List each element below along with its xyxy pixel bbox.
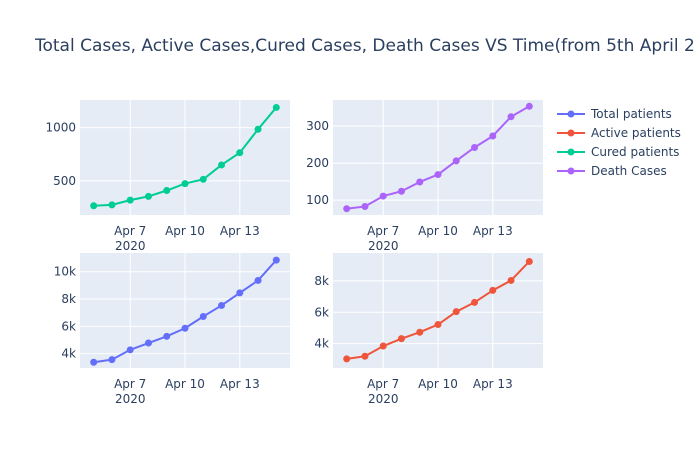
x-tick-year-label: 2020 xyxy=(368,392,399,406)
data-point xyxy=(126,196,134,204)
legend: Total patients Active patients Cured patie… xyxy=(557,107,681,178)
data-point xyxy=(434,321,442,329)
legend-marker-swatch xyxy=(567,129,575,137)
data-point xyxy=(272,256,280,264)
y-tick-label: 4k xyxy=(314,337,329,351)
y-tick-label: 4k xyxy=(61,347,76,361)
legend-label: Total patients xyxy=(590,107,672,121)
data-point xyxy=(343,205,351,213)
data-point xyxy=(489,132,497,140)
legend-item: Active patients xyxy=(557,126,681,140)
data-point xyxy=(361,352,369,360)
y-tick-label: 6k xyxy=(314,305,329,319)
x-tick-label: Apr 7 xyxy=(114,377,146,391)
y-tick-label: 1000 xyxy=(45,121,76,135)
x-tick-label: Apr 10 xyxy=(418,224,458,238)
data-point xyxy=(108,356,116,364)
data-point xyxy=(181,180,189,188)
data-point xyxy=(144,339,152,347)
data-point xyxy=(525,102,533,110)
legend-label: Cured patients xyxy=(591,145,679,159)
data-point xyxy=(343,355,351,363)
data-point xyxy=(471,298,479,306)
data-point xyxy=(144,192,152,200)
legend-label: Active patients xyxy=(591,126,681,140)
legend-item: Death Cases xyxy=(557,164,667,178)
legend-marker-swatch xyxy=(567,148,575,156)
x-tick-year-label: 2020 xyxy=(115,392,146,406)
data-point xyxy=(199,313,207,321)
legend-marker-swatch xyxy=(567,110,575,118)
data-point xyxy=(379,192,387,200)
x-tick-year-label: 2020 xyxy=(115,239,146,253)
x-tick-label: Apr 10 xyxy=(165,377,205,391)
data-point xyxy=(181,324,189,332)
data-point xyxy=(272,103,280,111)
data-point xyxy=(90,358,98,366)
y-tick-label: 10k xyxy=(54,265,76,279)
x-tick-label: Apr 7 xyxy=(367,224,399,238)
chart-title: Total Cases, Active Cases,Cured Cases, D… xyxy=(34,36,695,56)
x-tick-label: Apr 10 xyxy=(418,377,458,391)
data-point xyxy=(163,187,171,195)
data-point xyxy=(218,301,226,309)
legend-marker-swatch xyxy=(567,167,575,175)
data-point xyxy=(397,187,405,195)
data-point xyxy=(199,175,207,183)
data-point xyxy=(471,143,479,151)
data-point xyxy=(218,161,226,169)
x-tick-label: Apr 7 xyxy=(114,224,146,238)
y-tick-label: 500 xyxy=(53,174,76,188)
data-point xyxy=(507,276,515,284)
data-point xyxy=(361,202,369,210)
data-point xyxy=(379,342,387,350)
data-point xyxy=(416,328,424,336)
data-point xyxy=(90,202,98,210)
data-point xyxy=(108,201,116,209)
data-point xyxy=(434,171,442,179)
data-point xyxy=(525,257,533,265)
data-point xyxy=(507,113,515,121)
y-tick-label: 200 xyxy=(306,156,329,170)
y-tick-label: 8k xyxy=(61,292,76,306)
x-tick-label: Apr 13 xyxy=(473,377,513,391)
data-point xyxy=(397,335,405,343)
legend-item: Cured patients xyxy=(557,145,679,159)
legend-item: Total patients xyxy=(557,107,672,121)
x-tick-label: Apr 13 xyxy=(473,224,513,238)
legend-label: Death Cases xyxy=(591,164,667,178)
data-point xyxy=(126,346,134,354)
data-point xyxy=(452,157,460,165)
y-tick-label: 8k xyxy=(314,274,329,288)
data-point xyxy=(416,178,424,186)
x-tick-label: Apr 7 xyxy=(367,377,399,391)
x-tick-label: Apr 10 xyxy=(165,224,205,238)
data-point xyxy=(163,332,171,340)
y-tick-label: 6k xyxy=(61,319,76,333)
data-point xyxy=(452,308,460,316)
x-tick-year-label: 2020 xyxy=(368,239,399,253)
data-point xyxy=(254,125,262,133)
data-point xyxy=(236,149,244,157)
data-point xyxy=(254,276,262,284)
y-tick-label: 100 xyxy=(306,193,329,207)
data-point xyxy=(489,286,497,294)
data-point xyxy=(236,289,244,297)
y-tick-label: 300 xyxy=(306,119,329,133)
x-tick-label: Apr 13 xyxy=(220,224,260,238)
x-tick-label: Apr 13 xyxy=(220,377,260,391)
